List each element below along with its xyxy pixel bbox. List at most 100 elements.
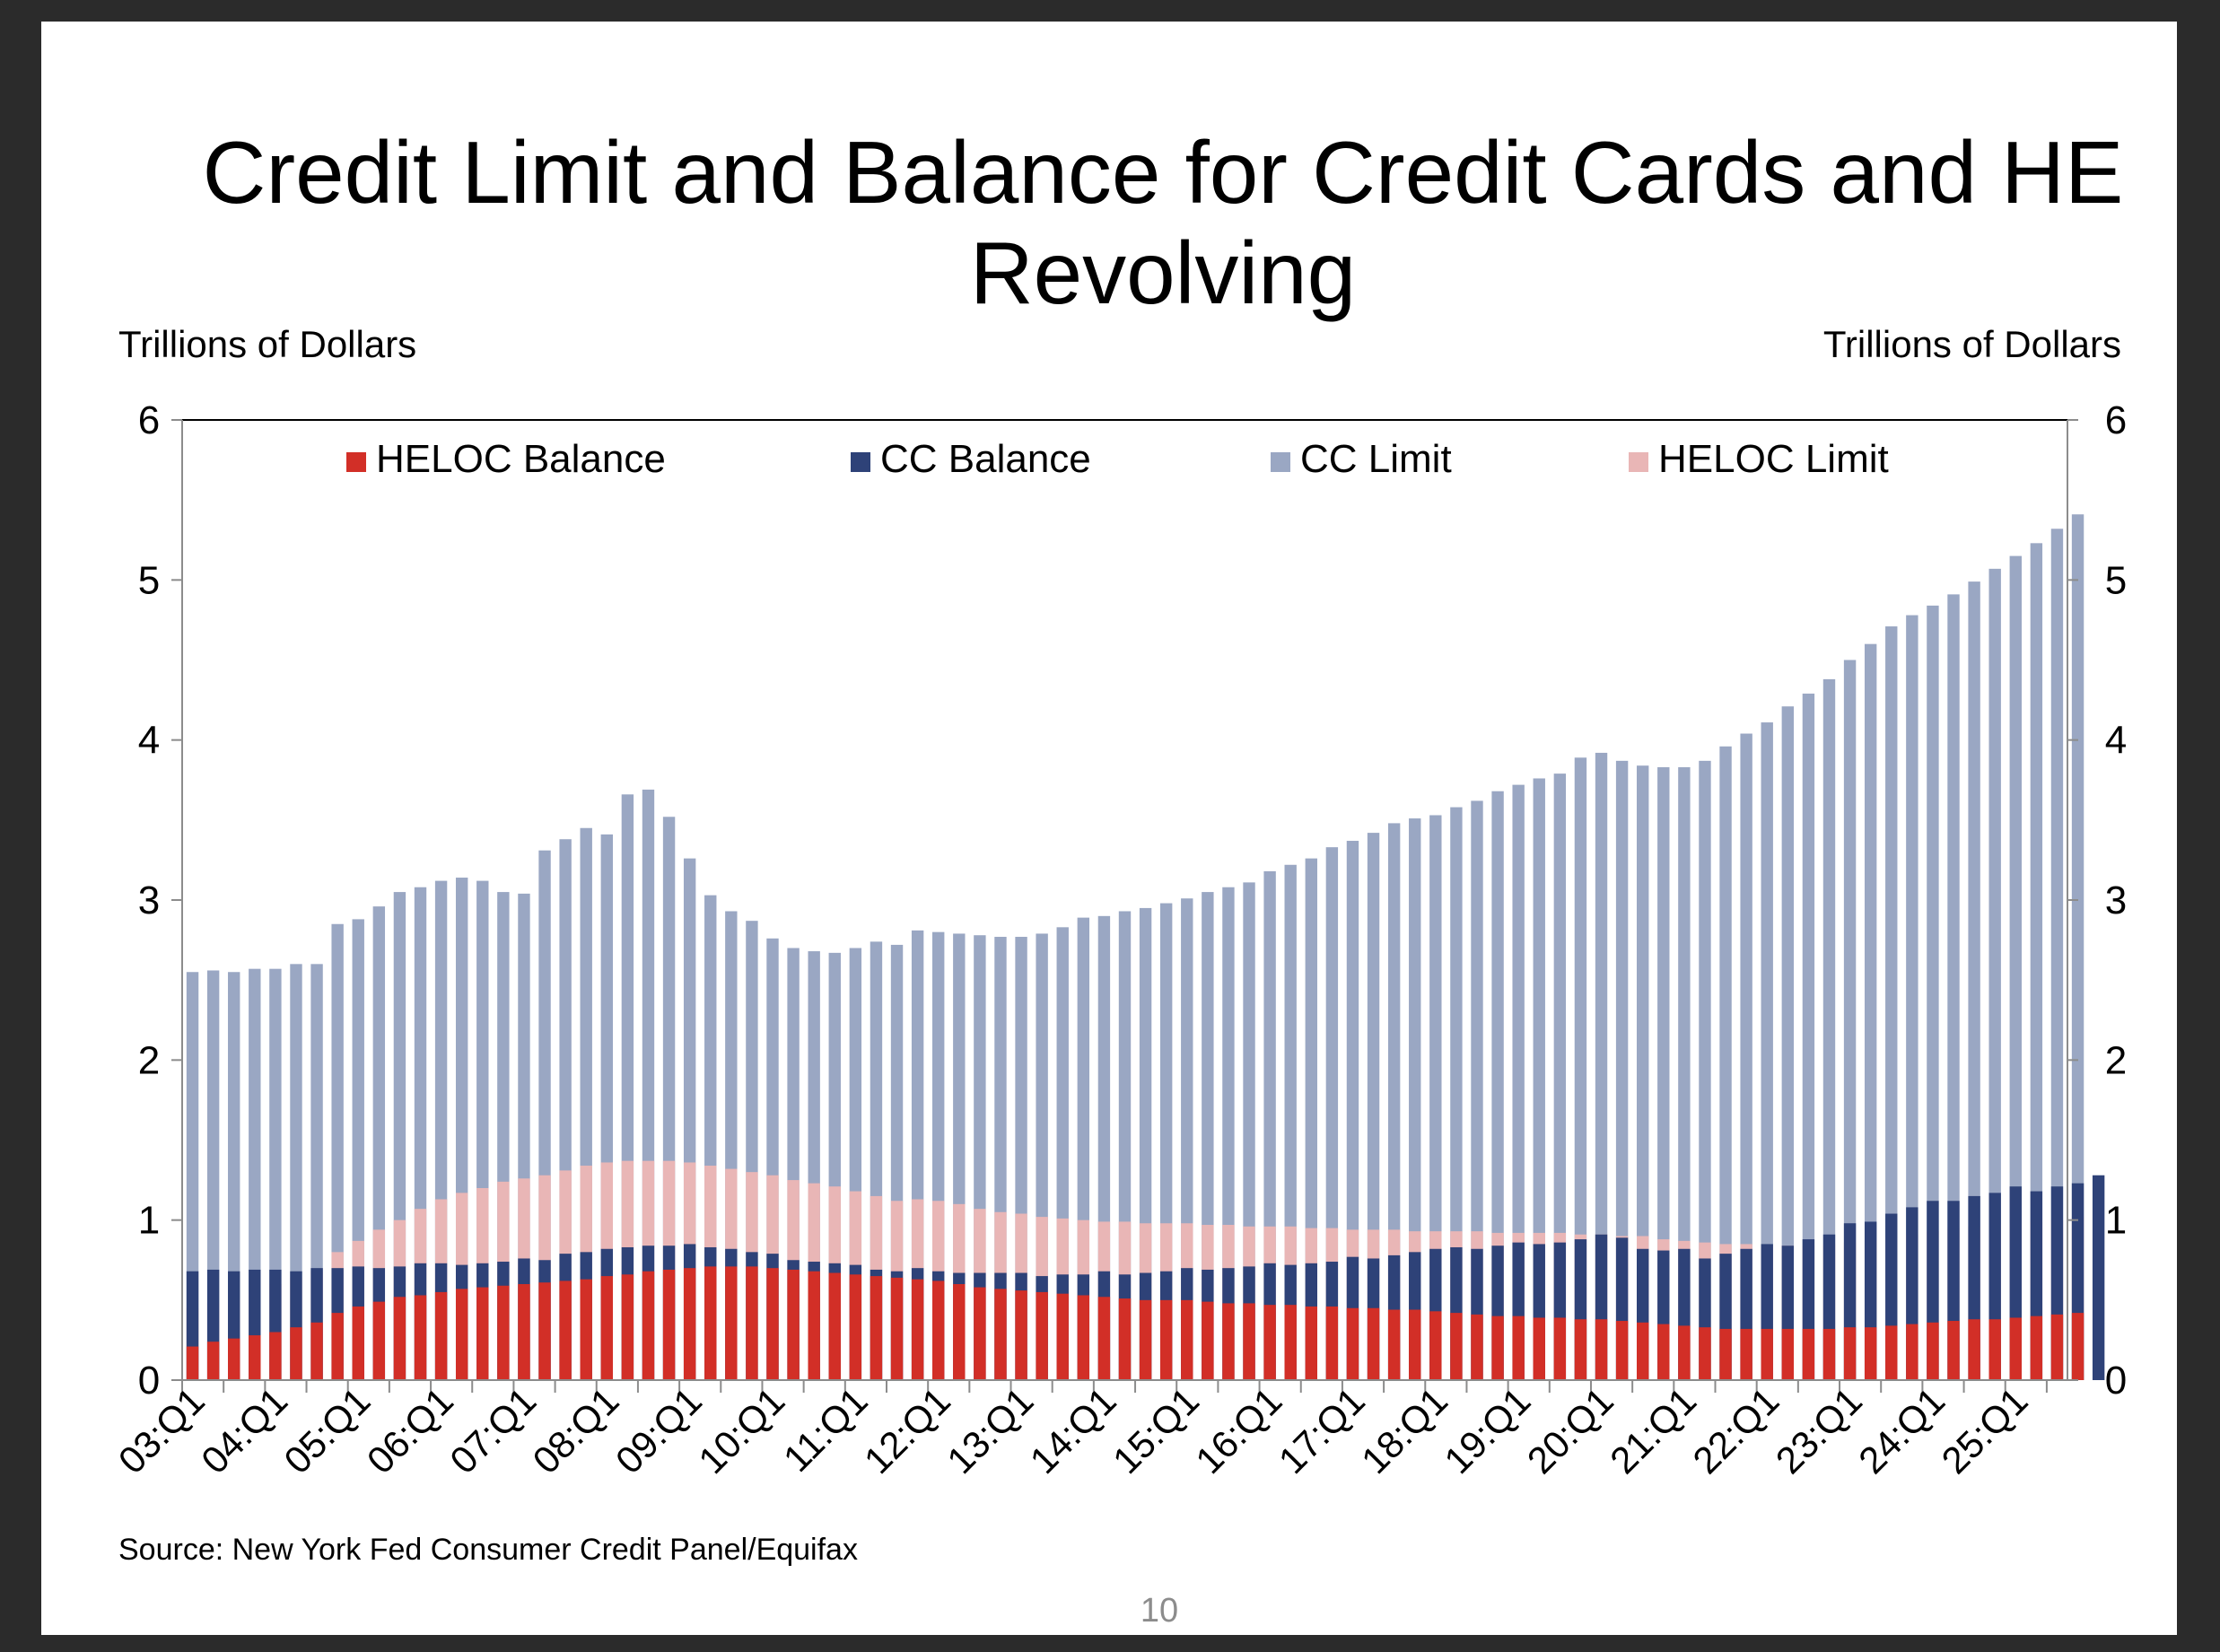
bar-cc-limit — [1988, 568, 2001, 1380]
series-heloc-balance — [186, 1266, 2085, 1380]
bar-heloc-balance — [518, 1284, 530, 1380]
bar-heloc-balance — [434, 1291, 448, 1380]
slide: 0 0 1 1 2 2 3 3 4 4 5 5 6 6 03:Q1 04:Q1 05:Q1 06:Q1 07:Q1 0… — [41, 22, 2177, 1635]
bar-heloc-balance — [1595, 1319, 1608, 1380]
x-tick-label: 25:Q1 — [1934, 1379, 2036, 1482]
bar-heloc-balance — [186, 1346, 199, 1380]
y-axis-label-right: Trillions of Dollars — [1823, 323, 2121, 365]
legend-swatch-heloc-limit — [1629, 452, 1648, 472]
x-tick-label: 09:Q1 — [607, 1379, 710, 1482]
bar-cc-limit — [1864, 643, 1877, 1380]
bar-heloc-balance — [497, 1285, 510, 1380]
bar-heloc-balance — [2009, 1317, 2022, 1380]
bar-heloc-balance — [1056, 1293, 1069, 1380]
bar-cc-limit — [1947, 594, 1960, 1380]
bar-heloc-balance — [953, 1284, 966, 1380]
bar-heloc-balance — [290, 1327, 302, 1380]
bar-heloc-balance — [1761, 1328, 1773, 1380]
bar-heloc-balance — [1574, 1319, 1587, 1380]
bar-heloc-balance — [1802, 1328, 1815, 1380]
bar-cc-limit — [2030, 543, 2043, 1380]
x-tick-label: 17:Q1 — [1271, 1379, 1373, 1482]
legend-swatch-cc-limit — [1271, 452, 1290, 472]
bar-heloc-balance — [1387, 1309, 1401, 1380]
series-heloc-limit — [186, 1160, 2085, 1380]
bar-heloc-balance — [1678, 1325, 1691, 1380]
bar-cc-limit — [1968, 581, 1980, 1380]
bar-heloc-balance — [1243, 1303, 1255, 1380]
bar-heloc-balance — [2050, 1314, 2064, 1380]
bar-cc-limit — [2071, 514, 2085, 1380]
bar-heloc-balance — [1553, 1317, 1567, 1380]
y-tick-label-right: 3 — [2105, 878, 2127, 922]
bar-heloc-balance — [704, 1266, 717, 1380]
bar-heloc-balance — [1036, 1291, 1048, 1380]
slide-title: Credit Limit and Balance for Credit Card… — [202, 123, 2124, 322]
bar-heloc-balance — [870, 1276, 883, 1380]
bar-heloc-balance — [600, 1276, 613, 1380]
bar-heloc-balance — [1346, 1307, 1359, 1380]
source-note: Source: New York Fed Consumer Credit Pan… — [118, 1533, 858, 1567]
legend-label-cc-balance: CC Balance — [880, 437, 1091, 481]
bar-heloc-balance — [1864, 1327, 1877, 1380]
y-tick-label-left: 1 — [138, 1199, 160, 1243]
bar-cc-limit — [1885, 626, 1898, 1380]
x-tick-label: 11:Q1 — [775, 1379, 876, 1480]
bar-cc-limit — [1595, 752, 1608, 1380]
y-tick-label-right: 1 — [2105, 1199, 2127, 1243]
bar-heloc-balance — [310, 1322, 323, 1380]
y-tick-label-right: 4 — [2105, 719, 2127, 763]
bar-heloc-balance — [1471, 1314, 1483, 1380]
bar-heloc-balance — [206, 1342, 220, 1380]
bars-group — [186, 514, 2105, 1380]
bar-heloc-balance — [808, 1271, 820, 1380]
x-tick-label: 19:Q1 — [1436, 1379, 1538, 1482]
legend-swatch-heloc-balance — [346, 452, 366, 472]
bar-heloc-balance — [766, 1268, 779, 1380]
bar-cc-limit — [1719, 746, 1732, 1380]
bar-heloc-balance — [1988, 1319, 2001, 1380]
x-tick-label: 24:Q1 — [1850, 1379, 1953, 1482]
bar-heloc-balance — [1657, 1324, 1670, 1380]
bar-heloc-balance — [683, 1268, 696, 1380]
bar-heloc-balance — [1719, 1328, 1732, 1380]
x-tick-label: 05:Q1 — [275, 1379, 378, 1482]
bar-heloc-balance — [1305, 1306, 1317, 1380]
bar-heloc-balance — [1637, 1322, 1649, 1380]
bar-cc-limit — [1615, 760, 1629, 1380]
bar-heloc-balance — [1181, 1299, 1193, 1380]
bar-heloc-balance — [662, 1269, 676, 1380]
bar-heloc-balance — [1740, 1328, 1752, 1380]
bar-heloc-balance — [1947, 1321, 1960, 1380]
y-tick-label-left: 0 — [138, 1359, 160, 1403]
bar-heloc-balance — [1429, 1311, 1442, 1380]
bar-heloc-balance — [393, 1297, 406, 1380]
bar-heloc-balance — [1367, 1307, 1380, 1380]
bar-heloc-balance — [1202, 1301, 1214, 1380]
x-tick-label: 18:Q1 — [1353, 1379, 1455, 1482]
legend: HELOC Balance CC Balance CC Limit HELOC … — [346, 437, 1889, 481]
bar-heloc-balance — [249, 1335, 261, 1380]
bar-cc-limit — [1657, 766, 1670, 1380]
y-tick-label-left: 5 — [138, 558, 160, 602]
x-tick-label: 10:Q1 — [690, 1379, 792, 1482]
x-tick-label: 15:Q1 — [1105, 1379, 1207, 1482]
bar-heloc-balance — [1222, 1303, 1235, 1380]
bar-heloc-balance — [890, 1277, 904, 1380]
x-tick-label: 07:Q1 — [441, 1379, 544, 1482]
legend-label-heloc-balance: HELOC Balance — [376, 437, 666, 481]
x-tick-label: 21:Q1 — [1602, 1379, 1704, 1482]
bar-heloc-balance — [621, 1274, 634, 1380]
bar-heloc-balance — [1906, 1324, 1918, 1380]
legend-label-heloc-limit: HELOC Limit — [1658, 437, 1889, 481]
x-tick-label: 13:Q1 — [939, 1379, 1041, 1482]
bar-cc-balance — [2092, 1175, 2105, 1380]
legend-label-cc-limit: CC Limit — [1300, 437, 1452, 481]
x-tick-label: 03:Q1 — [110, 1379, 213, 1482]
bar-cc-limit — [2009, 555, 2022, 1380]
chart: 0 01 12 23 34 45 56 603:Q104:Q105:Q106:Q107:Q10… — [110, 323, 2128, 1567]
y-tick-label-right: 5 — [2105, 558, 2127, 602]
bar-heloc-balance — [974, 1287, 986, 1380]
bar-heloc-balance — [1263, 1305, 1276, 1380]
bar-cc-limit — [1678, 766, 1691, 1380]
